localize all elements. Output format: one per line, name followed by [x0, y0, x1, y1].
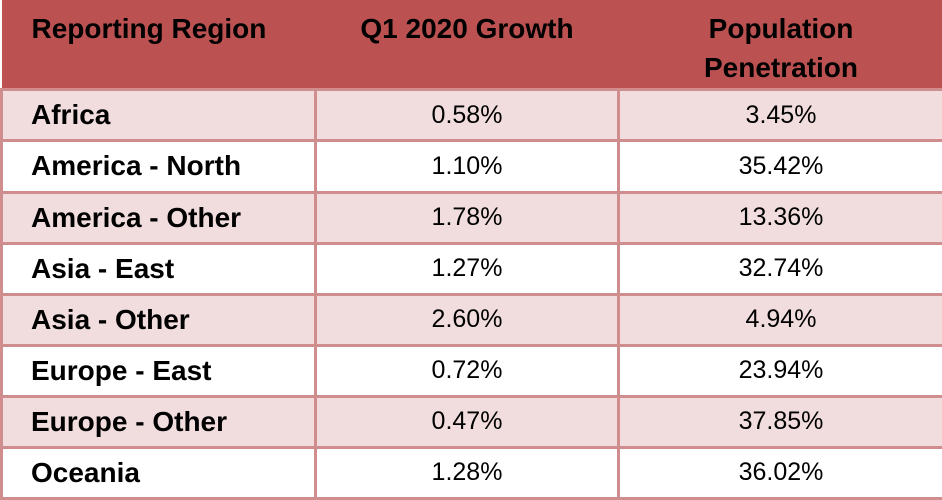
- region-cell: Europe - East: [0, 343, 317, 398]
- table-header: Reporting Region Q1 2020 Growth Populati…: [1, 0, 942, 90]
- growth-cell: 0.47%: [314, 394, 620, 449]
- column-header-population-penetration: Population Penetration: [618, 0, 942, 90]
- growth-cell: 0.72%: [314, 343, 620, 398]
- table-row-europe-east: Europe - East 0.72% 23.94%: [0, 343, 942, 398]
- table-row-africa: Africa 0.58% 3.45%: [0, 88, 942, 143]
- region-cell: Asia - Other: [0, 292, 317, 347]
- penetration-cell: 36.02%: [617, 445, 942, 500]
- growth-cell: 1.27%: [314, 241, 620, 296]
- table-row-europe-other: Europe - Other 0.47% 37.85%: [0, 394, 942, 449]
- column-header-reporting-region: Reporting Region: [1, 0, 316, 90]
- penetration-cell: 32.74%: [617, 241, 942, 296]
- region-cell: Africa: [0, 88, 317, 143]
- penetration-cell: 23.94%: [617, 343, 942, 398]
- table-body: Africa 0.58% 3.45% America - North 1.10%…: [0, 88, 942, 500]
- table-row-oceania: Oceania 1.28% 36.02%: [0, 445, 942, 500]
- penetration-cell: 4.94%: [617, 292, 942, 347]
- growth-cell: 1.78%: [314, 190, 620, 245]
- table-row-asia-east: Asia - East 1.27% 32.74%: [0, 241, 942, 296]
- column-header-q1-2020-growth: Q1 2020 Growth: [315, 0, 619, 90]
- region-cell: America - North: [0, 139, 317, 194]
- penetration-cell: 35.42%: [617, 139, 942, 194]
- growth-cell: 2.60%: [314, 292, 620, 347]
- growth-cell: 0.58%: [314, 88, 620, 143]
- region-cell: Europe - Other: [0, 394, 317, 449]
- table-row-america-other: America - Other 1.78% 13.36%: [0, 190, 942, 245]
- table-row-asia-other: Asia - Other 2.60% 4.94%: [0, 292, 942, 347]
- growth-cell: 1.28%: [314, 445, 620, 500]
- penetration-cell: 13.36%: [617, 190, 942, 245]
- growth-cell: 1.10%: [314, 139, 620, 194]
- region-cell: Oceania: [0, 445, 317, 500]
- region-cell: America - Other: [0, 190, 317, 245]
- header-row: Reporting Region Q1 2020 Growth Populati…: [1, 0, 942, 90]
- penetration-cell: 3.45%: [617, 88, 942, 143]
- penetration-cell: 37.85%: [617, 394, 942, 449]
- region-cell: Asia - East: [0, 241, 317, 296]
- table-row-america-north: America - North 1.10% 35.42%: [0, 139, 942, 194]
